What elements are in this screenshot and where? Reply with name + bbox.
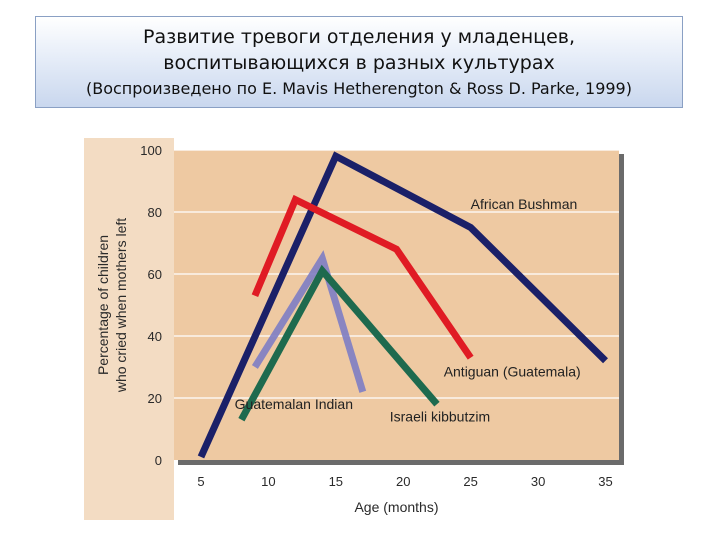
title-line-1: Развитие тревоги отделения у младенцев,	[142, 26, 575, 48]
series-labels: African Bushman Antiguan (Guatemala) Guate…	[235, 196, 581, 424]
y-axis-label-line-1: Percentage of children	[95, 235, 111, 375]
y-tick-label-100: 100	[140, 143, 162, 158]
series-line-african-bushman	[197, 151, 608, 459]
series-line-antiguan-guatemala	[251, 194, 474, 360]
x-tick-label-35: 35	[598, 474, 612, 489]
series-line-israeli-kibbutzim	[238, 264, 440, 422]
source-citation: (Воспроизведено по E. Mavis Hetherengton…	[86, 79, 632, 98]
y-tick-label-20: 20	[148, 391, 162, 406]
series-line-guatemalan-indian	[251, 250, 367, 393]
x-tick-label-10: 10	[261, 474, 275, 489]
series-group	[197, 151, 608, 459]
x-tick-label-20: 20	[396, 474, 410, 489]
title-box: Развитие тревоги отделения у младенцев, …	[35, 16, 683, 108]
y-axis-label: Percentage of children who cried when mo…	[95, 218, 129, 393]
title-line-2: воспитывающихся в разных культурах	[163, 52, 555, 74]
series-label-israeli-kibbutzim: Israeli kibbutzim	[390, 408, 490, 424]
chart-panel-background	[84, 138, 174, 520]
plot-area: 0 20 40 60 80 100 5 10 15 20 25 30 35 African Bushm…	[140, 143, 624, 489]
y-axis-label-line-2: who cried when mothers left	[113, 218, 129, 393]
y-tick-label-0: 0	[155, 453, 162, 468]
plot-shadow-right	[619, 154, 624, 465]
y-tick-label-40: 40	[148, 329, 162, 344]
plot-shadow-bottom	[178, 460, 624, 465]
x-axis-label: Age (months)	[354, 499, 438, 515]
y-tick-label-80: 80	[148, 205, 162, 220]
y-axis-ticks: 0 20 40 60 80 100	[140, 143, 162, 468]
y-tick-label-60: 60	[148, 267, 162, 282]
x-axis-ticks: 5 10 15 20 25 30 35	[197, 474, 612, 489]
series-label-african-bushman: African Bushman	[471, 196, 578, 212]
grid-lines	[174, 149, 619, 399]
chart: 0 20 40 60 80 100 5 10 15 20 25 30 35 African Bushm…	[84, 138, 636, 520]
x-tick-label-25: 25	[463, 474, 477, 489]
x-tick-label-30: 30	[531, 474, 545, 489]
x-tick-label-15: 15	[329, 474, 343, 489]
x-tick-label-5: 5	[197, 474, 204, 489]
series-label-antiguan-guatemala: Antiguan (Guatemala)	[444, 363, 581, 379]
series-label-guatemalan-indian: Guatemalan Indian	[235, 396, 353, 412]
